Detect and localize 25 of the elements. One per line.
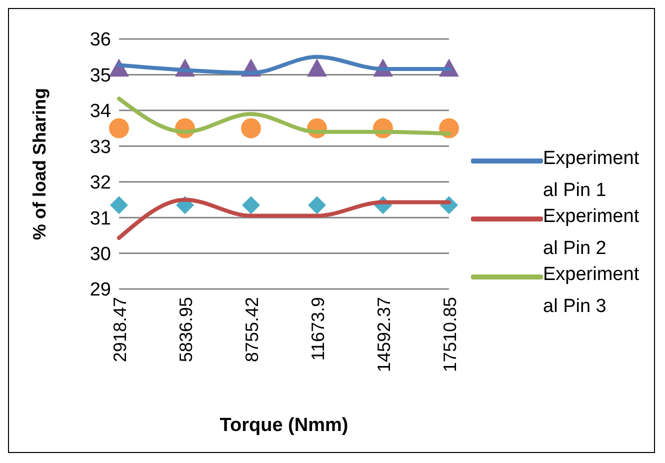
point	[109, 118, 129, 138]
point	[307, 58, 327, 77]
point	[110, 196, 128, 214]
y-tick-label: 32	[90, 172, 111, 194]
x-axis-title: Torque (Nmm)	[220, 415, 348, 436]
point	[242, 196, 260, 214]
x-tick-label: 14592.37	[374, 297, 394, 372]
y-axis-title: % of load Sharing	[29, 88, 50, 240]
y-tick-label: 35	[90, 65, 111, 86]
point	[308, 196, 326, 214]
y-tick-label: 30	[90, 244, 111, 266]
x-tick-label: 2918.47	[110, 297, 130, 362]
x-tick-label: 11673.9	[308, 297, 328, 361]
y-tick-label: 31	[90, 208, 111, 230]
x-tick-label: 8755.42	[242, 297, 262, 362]
legend-label: Experimental Pin 2	[543, 205, 640, 261]
point	[241, 118, 261, 138]
y-tick-label: 34	[90, 101, 112, 122]
legend-label: Experimental Pin 3	[543, 263, 640, 319]
y-tick-label: 29	[90, 280, 111, 301]
x-tick-label: 5836.95	[176, 297, 196, 362]
y-tick-label: 36	[90, 30, 111, 51]
legend-label: Experimental Pin 1	[543, 147, 640, 203]
y-tick-label: 33	[90, 136, 111, 158]
x-tick-label: 17510.85	[440, 297, 460, 372]
